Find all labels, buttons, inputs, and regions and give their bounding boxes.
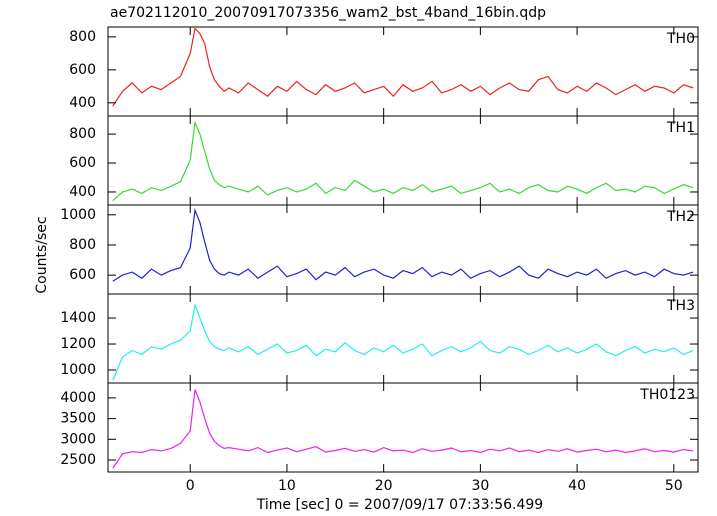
y-tick-label: 400 bbox=[69, 95, 96, 111]
panel-frame bbox=[107, 26, 699, 117]
panel-label: TH3 bbox=[666, 298, 695, 314]
y-tick-label: 800 bbox=[69, 237, 96, 253]
light-curve bbox=[112, 120, 694, 202]
y-tick-label: 3000 bbox=[60, 431, 96, 447]
x-tick-label: 20 bbox=[375, 478, 393, 494]
panel-frame bbox=[107, 382, 699, 473]
y-tick-label: 1200 bbox=[60, 336, 96, 352]
panel-frame bbox=[107, 204, 699, 295]
chart-title: ae702112010_20070917073356_wam2_bst_4ban… bbox=[110, 5, 546, 21]
light-curve bbox=[112, 207, 694, 282]
y-tick-label: 600 bbox=[69, 267, 96, 283]
y-tick-label: 1400 bbox=[60, 310, 96, 326]
light-curve bbox=[112, 27, 694, 107]
x-tick-label: 0 bbox=[186, 478, 195, 494]
y-tick-label: 800 bbox=[69, 29, 96, 45]
light-curve bbox=[112, 302, 694, 381]
panel-label: TH2 bbox=[666, 209, 695, 225]
panel-frame bbox=[107, 115, 699, 206]
y-tick-label: 400 bbox=[69, 184, 96, 200]
x-axis-label: Time [sec] 0 = 2007/09/17 07:33:56.499 bbox=[256, 497, 543, 513]
panel-label: TH0123 bbox=[639, 387, 695, 403]
y-tick-label: 1000 bbox=[60, 362, 96, 378]
x-tick-label: 50 bbox=[665, 478, 683, 494]
y-tick-label: 600 bbox=[69, 155, 96, 171]
light-curve bbox=[112, 389, 694, 469]
x-tick-label: 30 bbox=[471, 478, 489, 494]
y-tick-label: 600 bbox=[69, 62, 96, 78]
panel-label: TH1 bbox=[666, 120, 695, 136]
y-tick-label: 3500 bbox=[60, 411, 96, 427]
y-tick-label: 2500 bbox=[60, 452, 96, 468]
panel-label: TH0 bbox=[666, 31, 695, 47]
y-axis-label: Counts/sec bbox=[34, 216, 50, 293]
y-tick-label: 4000 bbox=[60, 390, 96, 406]
x-tick-label: 10 bbox=[278, 478, 296, 494]
x-tick-label: 40 bbox=[568, 478, 586, 494]
y-tick-label: 1000 bbox=[60, 207, 96, 223]
y-tick-label: 800 bbox=[69, 126, 96, 142]
